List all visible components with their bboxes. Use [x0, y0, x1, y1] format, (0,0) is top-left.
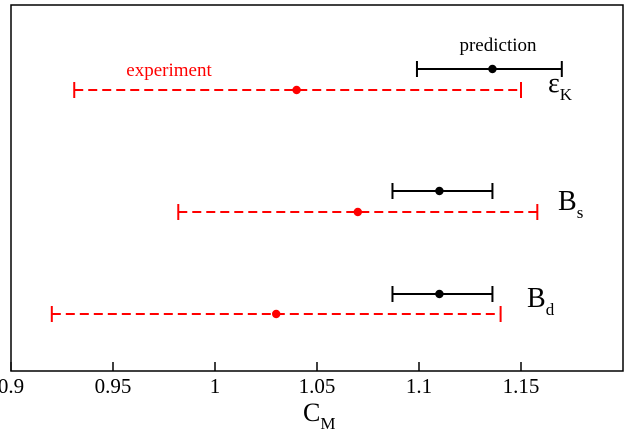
row-label-sub: K: [560, 85, 573, 104]
row-label: Bs: [558, 186, 583, 222]
error-bars: [50, 61, 563, 322]
x-tick-label: 1: [210, 374, 221, 398]
prediction-point: [488, 64, 497, 74]
plot-frame: [10, 4, 624, 372]
row-label: εK: [548, 68, 573, 104]
x-axis-label: CM: [303, 398, 335, 433]
experiment-point: [292, 85, 301, 95]
row-label-sub: d: [546, 300, 555, 319]
x-tick-label: 0.95: [95, 374, 132, 398]
row-label-sub: s: [577, 203, 584, 222]
x-tick-label: 1.15: [503, 374, 540, 398]
prediction-point: [435, 186, 444, 196]
x-tick-label: 0.9: [0, 374, 24, 398]
row-label-main: ε: [548, 68, 560, 99]
x-axis-ticks: 0.9 0.95 1 1.05 1.1 1.15: [0, 362, 539, 398]
x-axis-label-sub: M: [320, 414, 335, 433]
experiment-annotation: experiment: [126, 60, 212, 81]
experiment-point: [272, 309, 281, 319]
x-tick-label: 1.1: [406, 374, 432, 398]
row-label-main: B: [558, 186, 577, 217]
row-label: Bd: [527, 283, 555, 319]
row-label-main: B: [527, 283, 546, 314]
experiment-point: [353, 207, 362, 217]
prediction-annotation: prediction: [459, 35, 537, 56]
x-tick-label: 1.05: [299, 374, 336, 398]
x-axis-label-main: C: [303, 398, 320, 427]
prediction-point: [435, 289, 444, 299]
